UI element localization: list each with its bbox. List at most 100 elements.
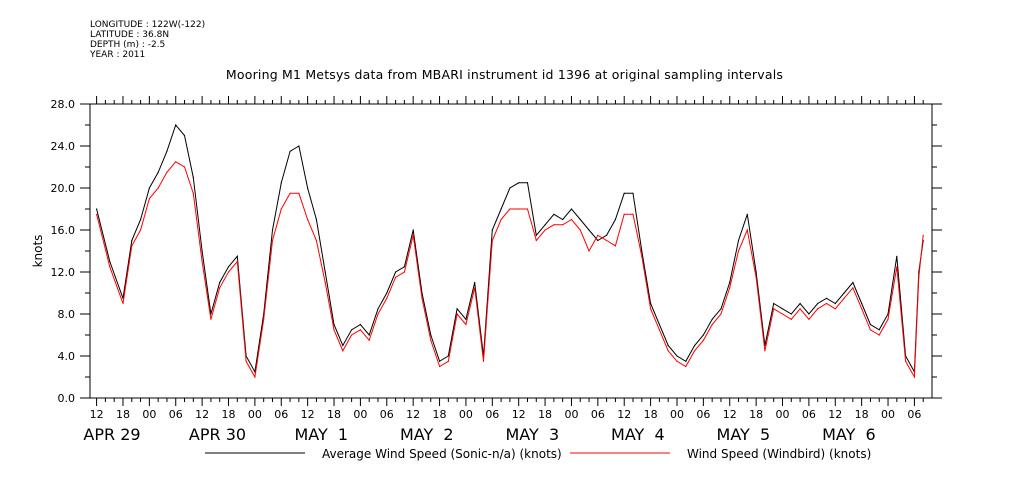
data-point-sonic [491, 229, 493, 231]
data-point-sonic [606, 234, 608, 236]
data-point-windbird [834, 308, 836, 310]
data-point-sonic [403, 266, 405, 268]
data-point-sonic [579, 218, 581, 221]
data-point-sonic [588, 229, 590, 231]
data-point-sonic [351, 329, 353, 331]
data-point-windbird [500, 218, 502, 221]
y-tick-label: 4.0 [58, 350, 76, 363]
data-point-windbird [403, 271, 405, 273]
data-point-sonic [227, 266, 230, 268]
data-point-windbird [922, 234, 924, 236]
data-point-sonic [109, 260, 111, 263]
data-point-windbird [597, 234, 599, 236]
data-point-sonic [852, 281, 854, 284]
x-hour-label: 12 [301, 408, 315, 421]
data-point-windbird [157, 187, 159, 189]
data-point-windbird [289, 192, 291, 194]
data-point-sonic [131, 239, 133, 242]
data-point-sonic [544, 224, 546, 226]
data-point-windbird [271, 239, 274, 242]
data-point-sonic [377, 308, 379, 310]
data-point-windbird [201, 260, 203, 263]
data-point-windbird [109, 266, 111, 268]
y-tick-label: 12.0 [51, 266, 76, 279]
data-point-sonic [289, 150, 291, 152]
x-hour-label: 12 [617, 408, 631, 421]
data-point-sonic [175, 124, 177, 126]
x-hour-label: 06 [169, 408, 183, 421]
data-point-windbird [333, 329, 335, 331]
data-point-sonic [773, 302, 775, 305]
data-point-windbird [658, 329, 661, 331]
x-day-label: MAY 1 [294, 425, 348, 444]
data-point-windbird [913, 376, 916, 378]
data-point-sonic [201, 250, 203, 252]
data-point-windbird [808, 318, 810, 320]
data-point-windbird [474, 287, 476, 289]
data-point-windbird [729, 287, 731, 289]
series-line-sonic [96, 123, 924, 374]
x-hour-label: 00 [142, 408, 156, 421]
data-point-windbird [430, 339, 432, 341]
data-point-sonic [439, 360, 441, 362]
legend-label-windbird: Wind Speed (Windbird) (knots) [687, 447, 871, 461]
x-day-label: MAY 2 [400, 425, 454, 444]
data-point-sonic [843, 292, 845, 294]
chart-title: Mooring M1 Metsys data from MBARI instru… [225, 67, 784, 82]
data-point-sonic [368, 334, 370, 336]
data-point-sonic [553, 213, 555, 215]
data-point-windbird [606, 239, 608, 242]
data-point-windbird [351, 334, 353, 336]
data-point-windbird [131, 245, 133, 247]
data-point-sonic [755, 271, 757, 273]
data-point-windbird [210, 318, 212, 320]
data-point-sonic [535, 234, 537, 236]
x-hour-label: 18 [327, 408, 341, 421]
data-point-windbird [518, 208, 520, 210]
data-point-windbird [843, 297, 845, 299]
data-point-sonic [140, 218, 142, 221]
x-hour-label: 18 [433, 408, 447, 421]
data-point-sonic [474, 281, 476, 284]
data-point-sonic [342, 344, 344, 347]
data-point-sonic [808, 313, 810, 315]
data-point-windbird [869, 329, 872, 331]
depth-text: DEPTH (m) : -2.5 [90, 40, 166, 50]
plot-frame [89, 103, 933, 399]
data-point-sonic [447, 355, 449, 357]
data-point-windbird [280, 208, 282, 210]
x-hour-label: 06 [485, 408, 499, 421]
data-point-sonic [324, 271, 326, 273]
data-point-windbird [359, 329, 361, 331]
data-point-windbird [166, 171, 168, 173]
data-point-windbird [395, 276, 397, 278]
data-point-sonic [183, 134, 186, 137]
x-hour-label: 06 [802, 408, 816, 421]
x-hour-label: 12 [195, 408, 209, 421]
data-point-sonic [861, 302, 863, 305]
x-hour-label: 06 [696, 408, 710, 421]
y-tick-label: 16.0 [51, 224, 76, 237]
x-hour-label: 12 [512, 408, 526, 421]
x-hour-label: 00 [776, 408, 790, 421]
data-point-windbird [219, 287, 221, 289]
x-hour-label: 18 [644, 408, 658, 421]
metadata-block: LONGITUDE : 122W(-122) LATITUDE : 36.8N … [90, 20, 205, 60]
data-point-windbird [764, 350, 766, 352]
data-point-windbird [421, 297, 423, 299]
data-point-windbird [711, 323, 713, 326]
y-tick-label: 0.0 [58, 392, 76, 405]
x-hour-label: 00 [459, 408, 473, 421]
data-point-sonic [737, 239, 740, 242]
y-tick-label: 24.0 [51, 140, 76, 153]
x-hour-label: 00 [564, 408, 578, 421]
data-point-sonic [526, 182, 529, 184]
y-tick-label: 8.0 [58, 308, 76, 321]
longitude-text: LONGITUDE : 122W(-122) [90, 20, 206, 30]
data-point-sonic [96, 208, 98, 210]
data-point-windbird [526, 208, 529, 210]
data-point-windbird [694, 350, 696, 352]
data-point-sonic [280, 182, 282, 184]
data-point-windbird [781, 313, 784, 315]
data-point-windbird [96, 213, 98, 215]
